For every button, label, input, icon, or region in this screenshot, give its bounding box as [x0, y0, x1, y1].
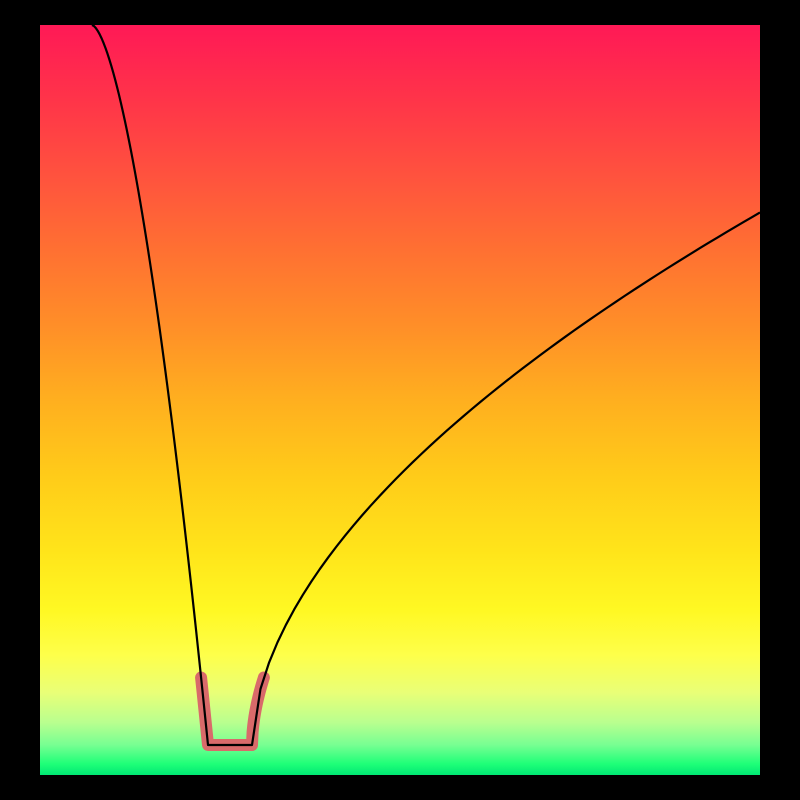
frame-right [760, 0, 800, 800]
chart-svg [40, 25, 760, 775]
frame-top [0, 0, 800, 25]
bottleneck-curve [92, 25, 760, 745]
frame-bottom [0, 775, 800, 800]
plot-area [40, 25, 760, 775]
frame-left [0, 0, 40, 800]
